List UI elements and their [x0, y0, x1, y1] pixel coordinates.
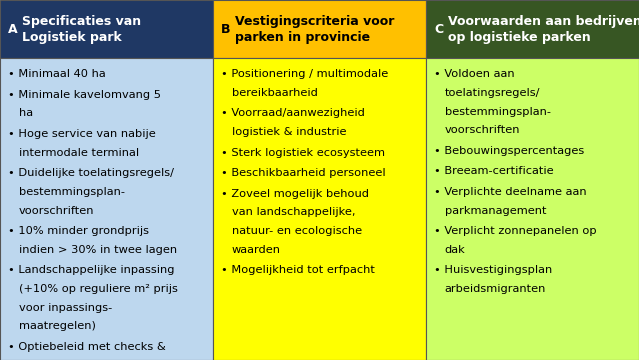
Text: C: C [435, 23, 443, 36]
Text: Voorwaarden aan bedrijven
op logistieke parken: Voorwaarden aan bedrijven op logistieke … [449, 15, 639, 44]
Text: • Duidelijke toelatingsregels/: • Duidelijke toelatingsregels/ [8, 168, 174, 178]
Text: toelatingsregels/: toelatingsregels/ [445, 88, 540, 98]
Bar [426, 58, 639, 360]
Text: • Minimale kavelomvang 5: • Minimale kavelomvang 5 [8, 90, 161, 100]
Text: • Sterk logistiek ecosysteem: • Sterk logistiek ecosysteem [221, 148, 385, 158]
Text: logistiek & industrie: logistiek & industrie [231, 127, 346, 137]
Text: • Hoge service van nabije: • Hoge service van nabije [8, 129, 156, 139]
Text: Specificaties van
Logistiek park: Specificaties van Logistiek park [22, 15, 141, 44]
Text: • Landschappelijke inpassing: • Landschappelijke inpassing [8, 265, 175, 275]
Text: A: A [8, 23, 18, 36]
Text: maatregelen): maatregelen) [19, 321, 95, 332]
Text: Vestigingscriteria voor
parken in provincie: Vestigingscriteria voor parken in provin… [235, 15, 395, 44]
Text: ha: ha [19, 108, 33, 118]
Bar [0, 58, 213, 360]
Text: • Breeam-certificatie: • Breeam-certificatie [435, 166, 554, 176]
Text: • Huisvestigingsplan: • Huisvestigingsplan [435, 265, 553, 275]
Text: indien > 30% in twee lagen: indien > 30% in twee lagen [19, 245, 176, 255]
Text: • Optiebeleid met checks &: • Optiebeleid met checks & [8, 342, 166, 352]
Text: voor inpassings-: voor inpassings- [19, 303, 112, 313]
Text: waarden: waarden [231, 245, 281, 255]
Text: • Minimaal 40 ha: • Minimaal 40 ha [8, 69, 106, 79]
Text: dak: dak [445, 245, 465, 255]
Text: intermodale terminal: intermodale terminal [19, 148, 139, 158]
Bar [426, 0, 639, 58]
Text: voorschriften: voorschriften [19, 206, 94, 216]
Text: • Verplicht zonnepanelen op: • Verplicht zonnepanelen op [435, 226, 597, 236]
Text: voorschriften: voorschriften [445, 125, 520, 135]
Text: • Mogelijkheid tot erfpacht: • Mogelijkheid tot erfpacht [221, 265, 375, 275]
Text: • Bebouwingspercentages: • Bebouwingspercentages [435, 146, 585, 156]
Text: van landschappelijke,: van landschappelijke, [231, 207, 355, 217]
Text: • Voorraad/aanwezigheid: • Voorraad/aanwezigheid [221, 108, 365, 118]
Text: • Positionering / multimodale: • Positionering / multimodale [221, 69, 389, 79]
Text: parkmanagement: parkmanagement [445, 206, 546, 216]
Text: bereikbaarheid: bereikbaarheid [231, 88, 318, 98]
Bar [213, 58, 426, 360]
Text: • Beschikbaarheid personeel: • Beschikbaarheid personeel [221, 168, 386, 178]
Text: bestemmingsplan-: bestemmingsplan- [445, 107, 551, 117]
Text: • Zoveel mogelijk behoud: • Zoveel mogelijk behoud [221, 189, 369, 199]
Bar [213, 0, 426, 58]
Text: arbeidsmigranten: arbeidsmigranten [445, 284, 546, 294]
Text: B: B [221, 23, 231, 36]
Text: • Verplichte deelname aan: • Verplichte deelname aan [435, 187, 587, 197]
Text: • Voldoen aan: • Voldoen aan [435, 69, 515, 79]
Text: • 10% minder grondprijs: • 10% minder grondprijs [8, 226, 150, 236]
Text: bestemmingsplan-: bestemmingsplan- [19, 187, 125, 197]
Bar [0, 0, 213, 58]
Text: (+10% op reguliere m² prijs: (+10% op reguliere m² prijs [19, 284, 178, 294]
Text: natuur- en ecologische: natuur- en ecologische [231, 226, 362, 236]
